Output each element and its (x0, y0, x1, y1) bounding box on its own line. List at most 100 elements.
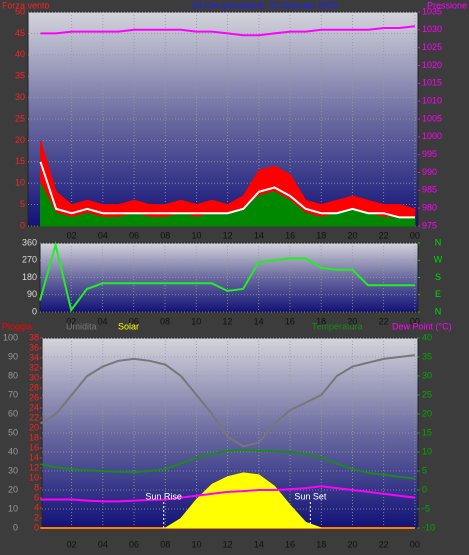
x-tick-label: 10 (191, 539, 201, 549)
x-tick-label: 10 (191, 230, 201, 240)
y-tick-label: 995 (422, 149, 437, 159)
legend-label: Dew Point (°C) (392, 321, 452, 331)
y-tick-label: 25 (422, 389, 432, 399)
x-tick-label: 18 (316, 539, 326, 549)
y-tick-label: 360 (22, 237, 37, 247)
y-tick-label: 20 (29, 422, 39, 432)
y-tick-label: 15 (15, 156, 25, 166)
y-tick-label: 90 (8, 351, 18, 361)
y-tick-label: 18 (29, 432, 39, 442)
x-tick-label: 06 (129, 539, 139, 549)
annotation: Sun Set (294, 491, 327, 501)
y-tick-label: 30 (8, 465, 18, 475)
y-tick-label: 20 (15, 135, 25, 145)
y-tick-label: 1030 (422, 24, 442, 34)
y-tick-label: 1005 (422, 113, 442, 123)
x-tick-label: 20 (347, 539, 357, 549)
legend-label: Pioggia (2, 321, 32, 331)
y-tick-label: 38 (29, 332, 39, 342)
y-tick-label: 16 (29, 442, 39, 452)
y-tick-label: 1025 (422, 42, 442, 52)
y-tick-label: 26 (29, 392, 39, 402)
x-tick-label: 14 (254, 230, 264, 240)
y-tick-label: 10 (422, 446, 432, 456)
y-axis-label: Forza vento (2, 0, 50, 10)
y-tick-label: 0 (13, 522, 18, 532)
x-tick-label: 02 (67, 539, 77, 549)
x-tick-label: 06 (129, 230, 139, 240)
x-tick-label: 20 (347, 316, 357, 326)
x-tick-label: 08 (160, 316, 170, 326)
x-tick-label: 12 (223, 539, 233, 549)
y-tick-label: 30 (15, 92, 25, 102)
y-tick-label: 1000 (422, 131, 442, 141)
y-tick-label: 5 (20, 199, 25, 209)
x-tick-label: 02 (67, 230, 77, 240)
line (39, 240, 415, 313)
y-tick-label: 20 (422, 408, 432, 418)
x-tick-label: 10 (191, 316, 201, 326)
annotation: Sun Rise (145, 491, 182, 501)
y-tick-label: 80 (8, 370, 18, 380)
y2-axis-label: Pressione (427, 0, 467, 10)
x-tick-label: 04 (97, 316, 107, 326)
x-tick-label: 06 (129, 316, 139, 326)
y-tick-label: 35 (15, 71, 25, 81)
line (39, 354, 416, 448)
y-tick-label: N (435, 306, 442, 316)
y-tick-label: -5 (422, 503, 430, 513)
y-tick-label: 14 (29, 452, 39, 462)
x-tick-label: 22 (379, 316, 389, 326)
x-tick-label: 16 (285, 230, 295, 240)
y-tick-label: 1035 (422, 6, 442, 16)
x-tick-label: 04 (98, 539, 108, 549)
x-tick-label: 08 (160, 230, 170, 240)
y-tick-label: 90 (27, 289, 37, 299)
x-tick-label: 08 (160, 539, 170, 549)
y-tick-label: 1010 (422, 96, 442, 106)
y-tick-label: 270 (22, 255, 37, 265)
y-tick-label: 4 (34, 502, 39, 512)
y-tick-label: 35 (422, 351, 432, 361)
y-tick-label: 20 (8, 484, 18, 494)
y-tick-label: 6 (34, 492, 39, 502)
x-tick-label: 12 (222, 316, 232, 326)
y-tick-label: 5 (422, 465, 427, 475)
line (39, 161, 415, 219)
x-tick-label: 16 (285, 539, 295, 549)
y-tick-label: 50 (15, 6, 25, 16)
y-tick-label: 1015 (422, 78, 442, 88)
y-tick-label: 0 (32, 306, 37, 316)
y-tick-label: 180 (22, 272, 37, 282)
x-tick-label: 00 (410, 316, 420, 326)
x-tick-label: 04 (98, 230, 108, 240)
y-tick-label: 36 (29, 342, 39, 352)
y-tick-label: E (435, 289, 441, 299)
area (40, 140, 416, 227)
x-tick-label: 16 (285, 316, 295, 326)
y-tick-label: N (435, 237, 442, 247)
line (40, 449, 416, 480)
y-tick-label: 45 (15, 28, 25, 38)
y-tick-label: S (435, 272, 441, 282)
x-tick-label: 14 (254, 316, 264, 326)
y-tick-label: 24 (29, 402, 39, 412)
x-tick-label: 00 (410, 539, 420, 549)
area (40, 182, 416, 227)
y-tick-label: 12 (29, 462, 39, 472)
legend-label: Temperatura (312, 321, 363, 331)
x-tick-label: 00 (410, 230, 420, 240)
x-tick-label: 18 (316, 230, 326, 240)
line (40, 485, 416, 503)
x-tick-label: 18 (316, 316, 326, 326)
y-tick-label: 10 (15, 178, 25, 188)
y-tick-label: 30 (422, 370, 432, 380)
y-tick-label: 25 (15, 113, 25, 123)
y-tick-label: 40 (15, 49, 25, 59)
y-tick-label: 22 (29, 412, 39, 422)
y-tick-label: 40 (422, 332, 432, 342)
chart-title: 24 Ore precedenti. 22 Gennaio 2025 (192, 0, 338, 10)
line (40, 25, 416, 37)
